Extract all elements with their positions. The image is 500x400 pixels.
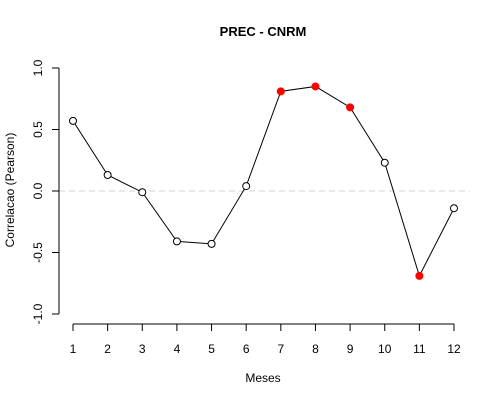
- x-tick-label: 1: [70, 342, 77, 356]
- x-tick-label: 8: [312, 342, 319, 356]
- x-tick-label: 10: [378, 342, 392, 356]
- data-points: [69, 82, 458, 280]
- y-tick-label: 1.0: [31, 59, 45, 76]
- data-point: [242, 182, 251, 191]
- data-point: [207, 239, 216, 248]
- x-tick-label: 6: [243, 342, 250, 356]
- x-tick-label: 3: [139, 342, 146, 356]
- highlighted-data-point: [415, 271, 424, 280]
- y-axis: -1.0 -0.5 0.0 0.5 1.0: [31, 59, 60, 324]
- data-point: [380, 158, 389, 167]
- data-point: [69, 116, 77, 125]
- data-point: [138, 188, 147, 197]
- x-tick-label: 7: [277, 342, 284, 356]
- y-tick-label: -0.5: [31, 242, 45, 263]
- y-tick-label: 0.5: [31, 121, 45, 138]
- y-tick-label: 0.0: [31, 182, 45, 199]
- x-tick-label: 4: [174, 342, 181, 356]
- x-tick-label: 11: [413, 342, 426, 356]
- data-point: [450, 204, 458, 213]
- x-axis-label: Meses: [245, 371, 280, 385]
- data-point: [103, 171, 112, 180]
- x-tick-label: 5: [208, 342, 215, 356]
- x-tick-label: 12: [447, 342, 461, 356]
- data-point: [172, 237, 181, 246]
- highlighted-data-point: [311, 82, 320, 91]
- series-line: [72, 85, 455, 278]
- x-axis: 1 2 3 4 5 6 7 8 9 10 11 12: [70, 323, 461, 356]
- x-tick-label: 2: [104, 342, 111, 356]
- y-tick-label: -1.0: [31, 303, 45, 324]
- highlighted-data-point: [346, 103, 355, 112]
- chart-title: PREC - CNRM: [220, 24, 307, 39]
- y-axis-label: Correlacao (Pearson): [3, 133, 17, 248]
- x-tick-label: 9: [347, 342, 354, 356]
- highlighted-data-point: [276, 87, 285, 96]
